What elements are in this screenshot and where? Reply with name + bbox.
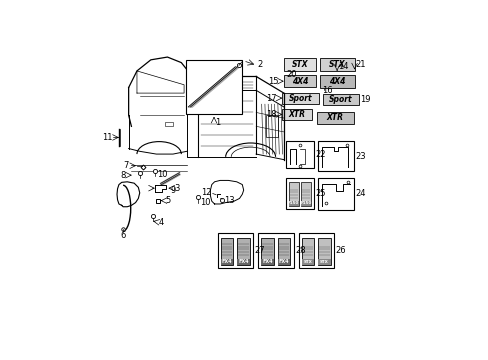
Text: FX4: FX4 [262,260,272,264]
Text: 2: 2 [257,60,263,69]
Text: 24: 24 [354,189,365,198]
Bar [301,238,313,265]
Bar [288,201,298,206]
Bar [282,109,311,120]
Bar [285,141,313,168]
Text: Sport: Sport [328,95,352,104]
Bar [285,178,313,209]
Bar [277,238,290,265]
Text: XTR: XTR [326,113,343,122]
Bar [258,233,293,268]
Bar [277,259,290,265]
Text: 16: 16 [322,86,332,95]
Bar [301,182,310,206]
Bar [322,94,358,105]
Bar [301,201,310,206]
Text: Sport: Sport [288,94,312,103]
Bar [218,233,253,268]
Bar [284,75,315,87]
Bar [186,60,241,114]
Text: 15: 15 [267,77,278,86]
Text: 11: 11 [102,133,112,142]
Bar [298,233,334,268]
Text: 10: 10 [157,170,167,179]
Text: 23: 23 [354,152,365,161]
Text: 25: 25 [315,189,325,198]
Bar [265,115,278,138]
Bar [284,58,315,71]
Bar [316,112,353,123]
Text: 9: 9 [171,186,176,195]
Text: 4X4: 4X4 [328,77,345,86]
Bar [164,122,173,126]
Text: 26: 26 [335,246,346,255]
Text: FX4: FX4 [278,260,289,264]
Bar [301,259,313,265]
Text: FX4: FX4 [238,260,248,264]
Text: 4X4: 4X4 [291,77,307,86]
Text: 14: 14 [337,62,348,71]
Text: FX4: FX4 [221,260,232,264]
Text: 18: 18 [265,110,276,119]
Text: 13: 13 [224,196,234,205]
Bar [220,259,233,265]
Text: 7: 7 [123,161,128,170]
Text: XTR: XTR [288,110,305,119]
Text: 22: 22 [315,150,325,159]
Text: 17: 17 [265,94,276,103]
Bar [288,182,298,206]
Text: 28: 28 [295,246,305,255]
Bar [318,259,330,265]
Text: STX: STX [328,60,345,69]
Text: 27: 27 [254,246,265,255]
Bar [220,238,233,265]
Text: 4: 4 [158,218,163,227]
Bar [319,58,354,71]
Bar [318,238,330,265]
Text: 20: 20 [286,70,297,79]
Text: F150: F150 [287,201,299,205]
Text: STX: STX [303,260,312,264]
Text: 10: 10 [200,198,210,207]
Bar [261,259,273,265]
Bar [237,238,249,265]
Bar [317,178,353,210]
Text: 6: 6 [121,230,126,239]
Text: STX: STX [320,260,328,264]
Text: F150: F150 [300,201,311,205]
Bar [282,93,318,104]
Bar [237,259,249,265]
Text: 21: 21 [355,60,365,69]
Text: STX: STX [291,60,307,69]
Text: 8: 8 [120,171,125,180]
Text: 19: 19 [359,95,369,104]
Text: 12: 12 [201,188,211,197]
Bar [317,141,353,171]
Bar [261,238,273,265]
Bar [319,75,354,88]
Text: 1: 1 [215,118,220,127]
Text: 3: 3 [173,184,179,193]
Text: 5: 5 [165,196,170,205]
